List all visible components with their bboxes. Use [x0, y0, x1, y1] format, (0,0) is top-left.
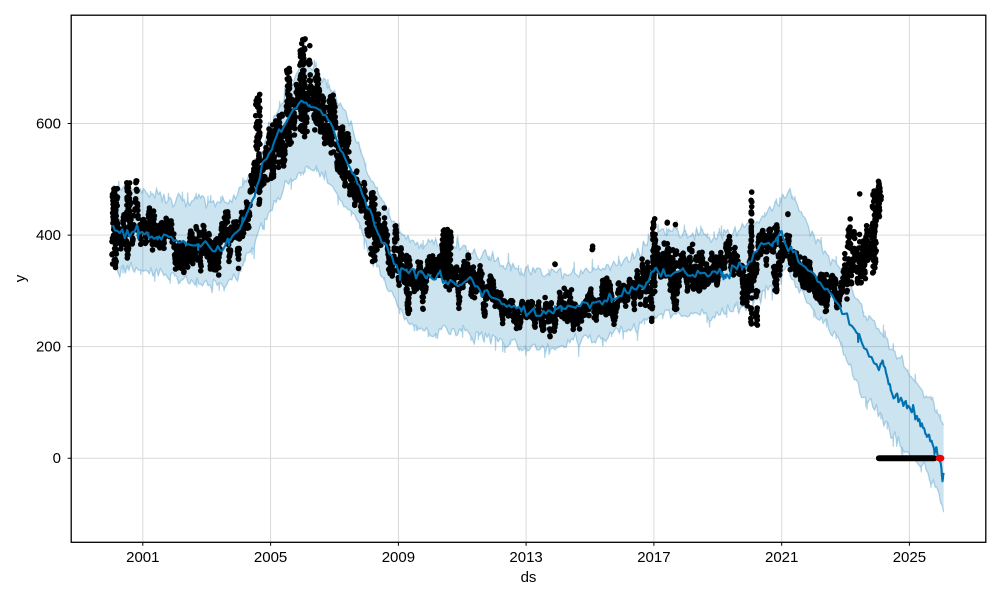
svg-text:ds: ds: [521, 569, 537, 586]
svg-text:2009: 2009: [382, 549, 415, 566]
svg-text:2025: 2025: [893, 549, 926, 566]
svg-text:200: 200: [36, 339, 61, 356]
svg-text:400: 400: [36, 227, 61, 244]
svg-text:y: y: [12, 274, 29, 282]
svg-text:0: 0: [53, 450, 61, 467]
svg-text:2001: 2001: [126, 549, 159, 566]
svg-text:2017: 2017: [637, 549, 670, 566]
svg-text:2021: 2021: [765, 549, 798, 566]
svg-text:600: 600: [36, 115, 61, 132]
svg-text:2013: 2013: [509, 549, 542, 566]
svg-text:2005: 2005: [254, 549, 287, 566]
